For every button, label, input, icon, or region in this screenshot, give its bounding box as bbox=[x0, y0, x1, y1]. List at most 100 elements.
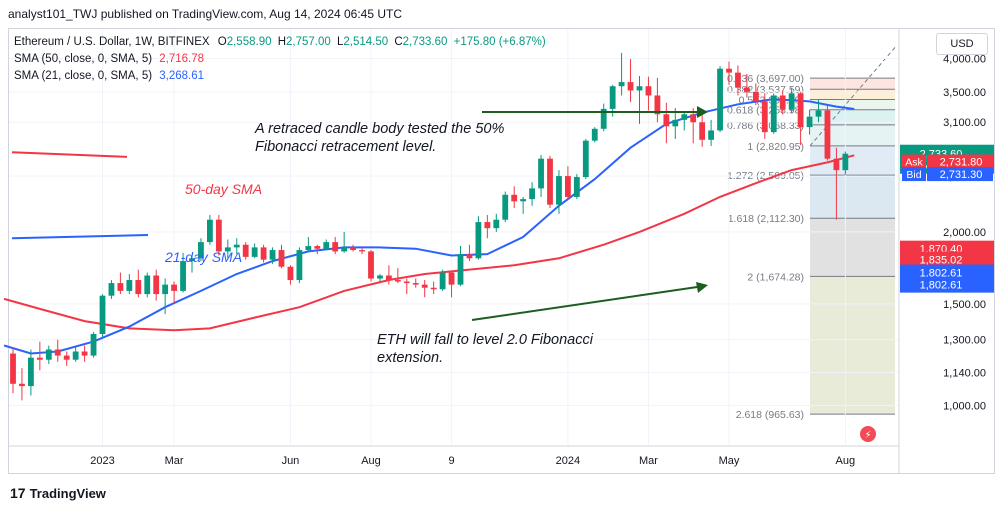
sma50-value: 2,716.78 bbox=[159, 53, 205, 65]
publish-info: analyst101_TWJ published on TradingView.… bbox=[8, 7, 403, 21]
candle-body bbox=[582, 140, 589, 178]
tradingview-logo[interactable]: 17 TradingView bbox=[10, 485, 106, 501]
time-tick-label: Mar bbox=[165, 455, 184, 467]
candle-body bbox=[90, 333, 97, 356]
price-axis[interactable]: 1,000.00 1,140.00 1,300.00 1,500.00 2,000.00… bbox=[898, 29, 994, 474]
candle-body bbox=[618, 82, 625, 87]
flash-icon bbox=[860, 426, 876, 442]
price-tick-label: 4,000.00 bbox=[943, 53, 986, 65]
candle-body bbox=[260, 247, 267, 260]
candle-body bbox=[359, 250, 365, 252]
candle-body bbox=[663, 114, 670, 127]
candle-body bbox=[806, 116, 813, 128]
sma21-label: SMA (21, close, 0, SMA, 5) bbox=[14, 70, 153, 82]
candle-body bbox=[28, 357, 34, 387]
candle-body bbox=[681, 114, 688, 120]
candle-body bbox=[341, 247, 348, 252]
candle-body bbox=[627, 82, 634, 91]
candle-body bbox=[511, 194, 518, 202]
chart-legend: Ethereum / U.S. Dollar, 1W, BITFINEX O2,… bbox=[14, 34, 546, 85]
sma21-row[interactable]: SMA (21, close, 0, SMA, 5) 3,268.61 bbox=[14, 68, 546, 85]
bid-tag-label: Bid bbox=[906, 169, 921, 181]
time-axis[interactable]: 2023 Mar Jun Aug 9 2024 Mar May Aug bbox=[9, 445, 899, 467]
candle-body bbox=[770, 95, 777, 133]
candle-body bbox=[439, 272, 446, 290]
candlesticks bbox=[10, 52, 849, 401]
candle-body bbox=[430, 287, 437, 290]
candle-body bbox=[368, 251, 374, 279]
sma21-annotation: 21-day SMA bbox=[164, 249, 242, 265]
fibonacci-extension-tool[interactable]: 0.236 (3,697.00)0.382 (3,537.59)0.5 (3,3… bbox=[727, 47, 896, 442]
candle-body bbox=[573, 177, 580, 197]
low-value: 2,514.50 bbox=[343, 36, 389, 48]
currency-button[interactable]: USD bbox=[936, 33, 988, 55]
price-level-badge bbox=[900, 276, 994, 293]
ask-tag-label: Ask bbox=[905, 156, 923, 168]
time-tick-label: Aug bbox=[836, 455, 856, 467]
fib-zone bbox=[810, 276, 895, 415]
time-tick-label: 9 bbox=[448, 455, 454, 467]
fib-zone bbox=[810, 109, 895, 125]
candle-body bbox=[162, 284, 169, 295]
candle-body bbox=[296, 250, 303, 281]
candle-body bbox=[708, 130, 714, 140]
candle-body bbox=[833, 158, 840, 171]
price-tick-label: 3,100.00 bbox=[943, 117, 986, 129]
candle-body bbox=[233, 244, 240, 248]
tradingview-logo-icon: 17 bbox=[10, 485, 26, 501]
flash-icon-glyph: ⚡ bbox=[864, 430, 871, 441]
fib-zone bbox=[810, 78, 895, 90]
price-tick-label: 3,500.00 bbox=[943, 87, 986, 99]
time-tick-label: May bbox=[719, 455, 740, 467]
candle-body bbox=[529, 188, 535, 200]
candle-body bbox=[815, 110, 822, 117]
candle-body bbox=[609, 86, 616, 109]
symbol-name[interactable]: Ethereum / U.S. Dollar, 1W, BITFINEX bbox=[14, 36, 210, 48]
candle-body bbox=[242, 244, 249, 257]
price-tick-label: 1,140.00 bbox=[943, 368, 986, 380]
candle-body bbox=[19, 383, 25, 387]
sma21-legend-line bbox=[11, 234, 149, 240]
candle-body bbox=[457, 254, 464, 285]
candle-body bbox=[403, 281, 410, 284]
candle-body bbox=[153, 275, 160, 295]
close-label: C bbox=[394, 36, 403, 48]
candle-body bbox=[466, 254, 473, 259]
price-tick-label: 1,300.00 bbox=[943, 335, 986, 347]
change-value: +175.80 (+6.87%) bbox=[453, 36, 546, 48]
candle-body bbox=[788, 93, 795, 110]
fib-level-label: 2.618 (965.63) bbox=[736, 409, 804, 421]
candle-body bbox=[779, 95, 786, 110]
top-arrow-head bbox=[697, 106, 708, 118]
candle-body bbox=[126, 280, 133, 291]
bottom-arrow-head bbox=[696, 282, 708, 293]
price-level-label: 1,802.61 bbox=[920, 280, 963, 292]
candle-body bbox=[842, 153, 849, 171]
annotations: 50-day SMA 21-day SMA A retraced candle bo… bbox=[11, 106, 708, 366]
publish-header: analyst101_TWJ published on TradingView.… bbox=[0, 0, 1003, 28]
sma-lines bbox=[3, 98, 855, 355]
footer: 17 TradingView bbox=[0, 476, 1003, 509]
candle-body bbox=[726, 68, 732, 73]
candle-body bbox=[645, 86, 652, 96]
fib-zone bbox=[810, 145, 895, 176]
candle-body bbox=[448, 272, 455, 285]
candle-body bbox=[824, 110, 831, 159]
candle-body bbox=[224, 247, 231, 252]
candle-body bbox=[45, 349, 52, 360]
sma50-row[interactable]: SMA (50, close, 0, SMA, 5) 2,716.78 bbox=[14, 51, 546, 68]
candle-body bbox=[520, 199, 527, 202]
price-tick-label: 1,000.00 bbox=[943, 400, 986, 412]
candle-body bbox=[54, 349, 61, 356]
time-tick-label: Mar bbox=[639, 455, 658, 467]
high-value: 2,757.00 bbox=[286, 36, 331, 48]
candle-body bbox=[672, 119, 679, 127]
candle-body bbox=[305, 246, 312, 251]
time-tick-label: 2023 bbox=[90, 455, 114, 467]
fib-level-label: 1 (2,820.95) bbox=[747, 141, 804, 153]
symbol-row: Ethereum / U.S. Dollar, 1W, BITFINEX O2,… bbox=[14, 34, 546, 51]
fib-zone bbox=[810, 99, 895, 110]
fib-level-label: 1.618 (2,112.30) bbox=[728, 213, 804, 225]
candle-body bbox=[538, 158, 544, 189]
